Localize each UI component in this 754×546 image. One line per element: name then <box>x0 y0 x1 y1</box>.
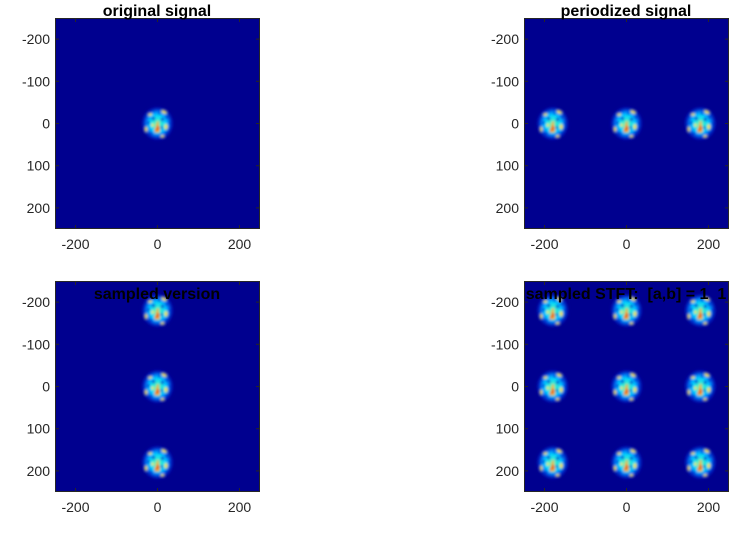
y-tick-label: 0 <box>511 116 519 132</box>
panel-sampled-stft: -200 0 200 -200 -100 0 100 200 sampled STFT: [a,… <box>491 281 729 515</box>
signal-blob <box>609 368 644 405</box>
signal-blob <box>140 105 175 142</box>
x-tick-label: -200 <box>530 499 558 515</box>
panel-title: periodized signal <box>561 3 692 20</box>
panel-title: sampled STFT: [a,b] = 1 1 <box>526 286 727 303</box>
x-tick-label: 0 <box>154 499 162 515</box>
y-tick-label: 100 <box>496 158 520 174</box>
signal-blob <box>140 444 175 481</box>
panel-sampled-version: -200 0 200 -200 -100 0 100 200 sampled version <box>22 281 260 515</box>
heatmap-image <box>140 105 175 142</box>
panel-title: original signal <box>103 3 211 20</box>
signal-blob <box>609 105 644 142</box>
signal-blob <box>609 444 644 481</box>
panel-periodized-signal: -200 0 200 -200 -100 0 100 200 periodized signal <box>491 3 729 252</box>
x-tick-label: -200 <box>61 236 89 252</box>
signal-blob <box>535 368 570 405</box>
x-tick-label: 200 <box>697 236 721 252</box>
signal-blob <box>535 105 570 142</box>
y-tick-label: 0 <box>42 116 50 132</box>
signal-blob <box>140 292 175 329</box>
y-tick-label: 100 <box>27 421 51 437</box>
y-tick-label: -200 <box>22 31 50 47</box>
y-tick-label: 200 <box>496 200 520 216</box>
x-tick-label: 200 <box>228 499 252 515</box>
y-tick-label: 200 <box>27 200 51 216</box>
x-tick-label: -200 <box>530 236 558 252</box>
panel-title: sampled version <box>94 286 220 303</box>
y-tick-label: 200 <box>27 463 51 479</box>
x-tick-label: 0 <box>623 499 631 515</box>
signal-blob <box>609 292 644 329</box>
panel-original-signal: -200 0 200 -200 -100 0 100 200 original signal <box>22 3 260 252</box>
y-tick-label: 100 <box>496 421 520 437</box>
y-tick-label: -100 <box>22 336 50 352</box>
signal-blob <box>683 444 718 481</box>
signal-blob <box>140 368 175 405</box>
x-tick-label: 200 <box>697 499 721 515</box>
signal-blob <box>683 292 718 329</box>
y-tick-label: -200 <box>491 31 519 47</box>
y-tick-label: 100 <box>27 158 51 174</box>
y-tick-label: -100 <box>491 73 519 89</box>
y-tick-label: -100 <box>22 73 50 89</box>
x-tick-label: 0 <box>154 236 162 252</box>
signal-blob <box>535 292 570 329</box>
heatmap-image <box>140 292 175 481</box>
signal-blob <box>535 444 570 481</box>
signal-blob <box>683 368 718 405</box>
y-tick-label: -100 <box>491 336 519 352</box>
heatmap-image <box>535 292 718 481</box>
y-tick-label: 200 <box>496 463 520 479</box>
y-tick-label: 0 <box>42 379 50 395</box>
heatmap-image <box>535 105 718 142</box>
y-tick-label: -200 <box>491 294 519 310</box>
x-tick-label: 200 <box>228 236 252 252</box>
x-tick-label: 0 <box>623 236 631 252</box>
x-tick-label: -200 <box>61 499 89 515</box>
y-tick-label: -200 <box>22 294 50 310</box>
y-tick-label: 0 <box>511 379 519 395</box>
signal-blob <box>683 105 718 142</box>
